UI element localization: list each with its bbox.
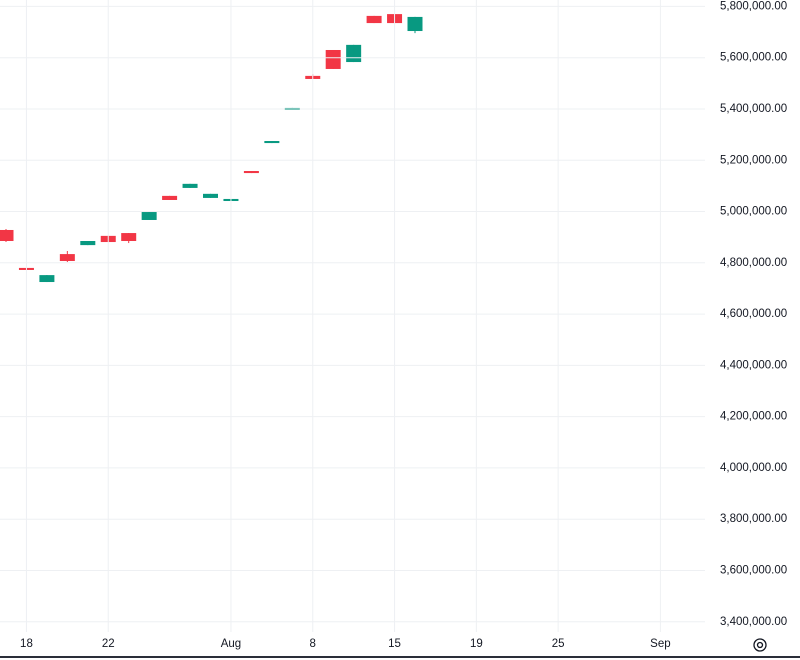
x-tick-label: Sep xyxy=(650,638,670,650)
gear-inner[interactable] xyxy=(756,641,764,649)
y-tick-label: 3,600,000.00 xyxy=(720,564,787,576)
x-tick-label: 8 xyxy=(310,638,316,650)
y-tick-label: 3,400,000.00 xyxy=(720,616,787,628)
x-tick-label: 25 xyxy=(552,638,565,650)
y-tick-label: 5,200,000.00 xyxy=(720,154,787,166)
y-tick-label: 4,000,000.00 xyxy=(720,462,787,474)
y-tick-label: 4,200,000.00 xyxy=(720,411,787,423)
x-tick-label: 19 xyxy=(470,638,483,650)
candle-body xyxy=(0,229,14,242)
y-tick-label: 5,800,000.00 xyxy=(720,0,787,12)
settings-icon[interactable] xyxy=(753,638,767,652)
gear-outer[interactable] xyxy=(753,638,767,652)
x-tick-label: 22 xyxy=(102,638,115,650)
y-tick-label: 3,800,000.00 xyxy=(720,513,787,525)
y-tick-label: 5,400,000.00 xyxy=(720,103,787,115)
x-tick-label: 15 xyxy=(388,638,401,650)
y-tick-label: 4,600,000.00 xyxy=(720,308,787,320)
x-tick-label: 18 xyxy=(20,638,33,650)
y-tick-label: 4,400,000.00 xyxy=(720,359,787,371)
y-tick-label: 4,800,000.00 xyxy=(720,257,787,269)
x-tick-label: Aug xyxy=(221,638,241,650)
y-tick-label: 5,600,000.00 xyxy=(720,52,787,64)
y-tick-label: 5,000,000.00 xyxy=(720,206,787,218)
